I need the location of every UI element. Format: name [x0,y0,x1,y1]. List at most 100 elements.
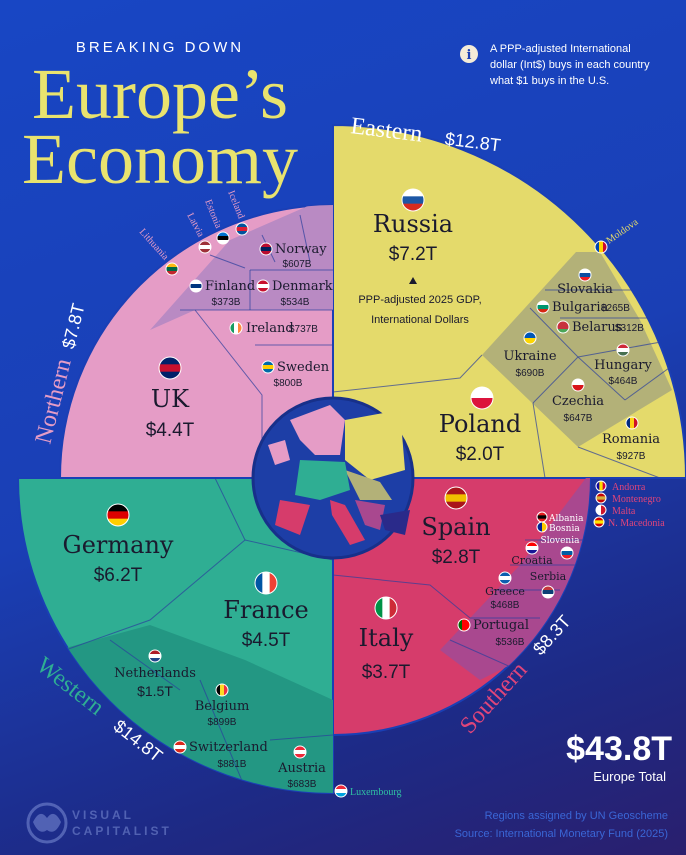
country-spain: Spain $2.8T [421,486,491,568]
svg-text:$536B: $536B [496,637,525,648]
svg-text:Slovenia: Slovenia [541,536,581,546]
kicker: BREAKING DOWN [76,39,244,56]
italy-flag-icon [374,596,398,620]
info-icon: i [460,45,478,63]
svg-text:Bosnia: Bosnia [549,524,580,534]
poland-flag-icon [470,386,494,410]
country-albania: Albania [536,511,584,524]
andorra-flag-icon [595,480,607,492]
svg-text:$3.7T: $3.7T [362,662,411,683]
svg-text:Russia: Russia [373,210,453,238]
info-line-1: A PPP-adjusted International [490,43,631,55]
europe-total-label: Europe Total [593,769,666,784]
svg-text:UK: UK [151,385,190,413]
country-border [532,402,546,478]
country-bulgaria: Bulgaria $265B [536,300,630,315]
info-line-3: what $1 buys in the U.S. [489,75,609,87]
lithuania-flag-icon [165,262,179,276]
svg-text:Montenegro: Montenegro [612,494,661,505]
svg-text:Hungary: Hungary [594,358,652,373]
svg-text:$534B: $534B [281,297,310,308]
svg-text:$800B: $800B [274,378,303,389]
svg-text:$7.2T: $7.2T [389,244,438,265]
estonia-flag-icon [216,231,230,245]
sector-western-small-countries [40,625,333,793]
svg-text:Germany: Germany [63,531,174,559]
country-border [333,354,483,393]
svg-text:$4.5T: $4.5T [242,630,291,651]
country-border [269,734,333,741]
country-border [299,214,311,263]
svg-text:$4.4T: $4.4T [146,420,195,441]
luxembourg-flag-icon [334,784,348,798]
netherlands-flag-icon [148,649,162,663]
svg-text:$927B: $927B [617,451,646,462]
svg-text:N. Macedonia: N. Macedonia [608,518,665,529]
country-border [333,574,471,619]
country-uk: UK $4.4T [146,356,195,441]
iceland-flag-icon [235,222,249,236]
country-slovenia: Slovenia [541,536,581,560]
svg-text:Belgium: Belgium [195,699,250,714]
latvia-flag-icon [198,240,212,254]
belgium-flag-icon [215,683,229,697]
country-switzerland: Switzerland $881B [173,740,268,770]
n-macedonia-flag-icon [593,516,605,528]
country-portugal: Portugal $536B [457,618,529,648]
czechia-flag-icon [571,378,585,392]
montenegro-flag-icon [595,492,607,504]
europe-map [251,396,415,560]
germany-flag-icon [106,503,130,527]
svg-text:Poland: Poland [439,410,521,438]
svg-text:Slovakia: Slovakia [557,282,613,297]
svg-text:Netherlands: Netherlands [114,666,196,681]
svg-text:$464B: $464B [609,376,638,387]
france-flag-icon [254,571,278,595]
svg-text:$647B: $647B [564,413,593,424]
svg-text:$2.0T: $2.0T [456,444,505,465]
country-norway: Norway $607B [259,242,327,270]
svg-text:$683B: $683B [288,779,317,790]
svg-text:CAPITALIST: CAPITALIST [72,824,172,838]
svg-text:Latvia: Latvia [184,211,206,239]
country-serbia: Serbia [530,570,567,599]
croatia-flag-icon [525,541,539,555]
country-ireland: Ireland $737B [229,321,318,336]
country-malta: Malta [595,504,636,517]
svg-text:$6.2T: $6.2T [94,565,143,586]
finland-flag-icon [189,279,203,293]
svg-text:Lithuania: Lithuania [137,227,171,263]
moldova-flag-icon [594,240,608,254]
serbia-flag-icon [541,585,555,599]
svg-text:Sweden: Sweden [277,360,330,375]
europe-total-value: $43.8T [566,730,672,768]
country-belgium: Belgium $899B [195,683,250,728]
svg-text:$2.8T: $2.8T [432,547,481,568]
country-ukraine: Ukraine $690B [503,331,557,379]
svg-text:Spain: Spain [421,513,490,541]
svg-text:$607B: $607B [283,259,312,270]
svg-text:Bulgaria: Bulgaria [552,300,609,315]
svg-text:Serbia: Serbia [530,570,567,583]
country-n-macedonia: N. Macedonia [593,516,665,529]
country-luxembourg: Luxembourg [334,784,401,798]
svg-text:VISUAL: VISUAL [72,808,134,822]
country-border [577,446,661,478]
romania-flag-icon [625,416,639,430]
svg-text:Luxembourg: Luxembourg [350,787,401,798]
svg-text:$881B: $881B [218,759,247,770]
country-france: France $4.5T [223,571,309,651]
country-andorra: Andorra [595,480,646,493]
ukraine-flag-icon [523,331,537,345]
svg-text:$312B: $312B [615,323,644,334]
norway-flag-icon [259,242,273,256]
sector-southern-small-countries [440,478,590,680]
country-russia: Russia $7.2T [373,188,453,265]
svg-text:$690B: $690B [516,368,545,379]
belarus-flag-icon [556,320,570,334]
austria-flag-icon [293,745,307,759]
sweden-flag-icon [261,360,275,374]
svg-text:Croatia: Croatia [511,554,553,567]
country-netherlands: Netherlands $1.5T [114,649,196,699]
